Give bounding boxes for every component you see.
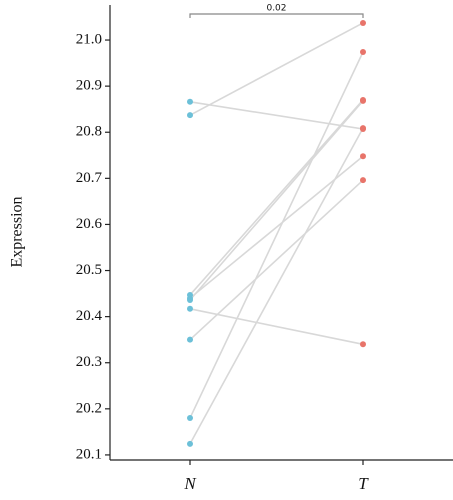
- y-tick-label: 20.4: [76, 308, 103, 324]
- point: [187, 297, 193, 304]
- point: [187, 415, 193, 422]
- pair-line: [189, 155, 364, 299]
- y-tick-label: 20.2: [76, 400, 102, 416]
- point: [360, 125, 366, 132]
- point: [187, 440, 193, 447]
- y-tick-label: 20.3: [76, 354, 102, 370]
- y-tick-label: 21.0: [76, 31, 102, 47]
- point: [187, 336, 193, 343]
- pair-line: [189, 100, 364, 301]
- pair-line: [189, 22, 364, 116]
- y-tick-label: 20.8: [76, 124, 102, 140]
- pair-line: [189, 99, 364, 296]
- point: [360, 177, 366, 184]
- x-tick-label: N: [183, 474, 197, 493]
- y-tick-label: 20.7: [76, 170, 103, 186]
- x-tick-label: T: [358, 474, 369, 493]
- pair-line: [189, 308, 364, 346]
- point: [187, 98, 193, 105]
- pair-line: [189, 101, 364, 130]
- p-value: 0.02: [266, 4, 286, 14]
- y-tick-label: 20.1: [76, 446, 102, 462]
- point: [187, 305, 193, 312]
- significance-bracket: [189, 13, 364, 18]
- y-tick-label: 20.9: [76, 78, 102, 94]
- pair-line: [189, 127, 364, 445]
- point: [360, 49, 366, 56]
- point: [360, 97, 366, 104]
- point: [187, 112, 193, 119]
- point: [360, 19, 366, 26]
- y-axis-label: Expression: [9, 196, 26, 267]
- point: [360, 153, 366, 160]
- pair-line: [189, 179, 364, 341]
- y-tick-label: 20.5: [76, 262, 102, 278]
- point: [360, 341, 366, 348]
- pair-line: [189, 51, 364, 419]
- y-tick-label: 20.6: [76, 216, 103, 232]
